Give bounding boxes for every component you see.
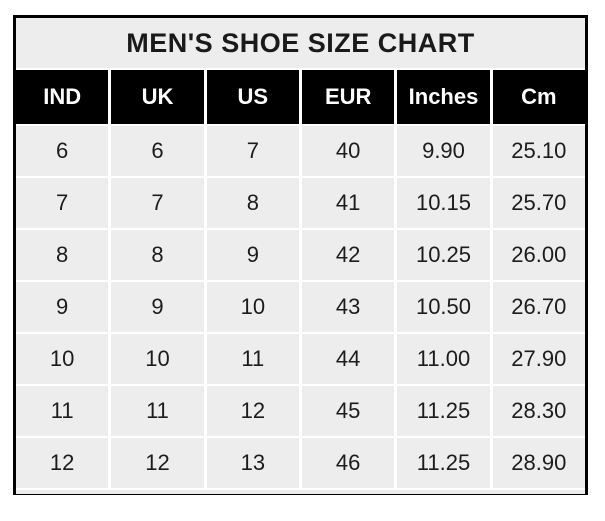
table-cell-r5-ind: 11 <box>16 386 109 436</box>
table-cell-r6-ind: 12 <box>16 438 109 488</box>
table-cell-r1-inches: 10.15 <box>397 178 490 228</box>
table-cell-r3-cm: 26.70 <box>492 282 585 332</box>
table-cell-r1-uk: 7 <box>111 178 204 228</box>
size-table: MEN'S SHOE SIZE CHART IND UK US EUR Inches Cm… <box>16 18 585 494</box>
table-cell-r4-uk: 10 <box>111 334 204 384</box>
table-cell-r1-cm: 25.70 <box>492 178 585 228</box>
table-cell-r4-cm: 27.90 <box>492 334 585 384</box>
table-footer-strip <box>16 490 585 494</box>
table-cell-r1-ind: 7 <box>16 178 109 228</box>
column-header-uk: UK <box>111 70 204 124</box>
chart-title: MEN'S SHOE SIZE CHART <box>16 18 585 68</box>
table-cell-r5-uk: 11 <box>111 386 204 436</box>
table-cell-r6-inches: 11.25 <box>397 438 490 488</box>
table-cell-r6-uk: 12 <box>111 438 204 488</box>
table-cell-r6-cm: 28.90 <box>492 438 585 488</box>
table-cell-r2-ind: 8 <box>16 230 109 280</box>
table-cell-r0-ind: 6 <box>16 126 109 176</box>
table-cell-r4-inches: 11.00 <box>397 334 490 384</box>
column-header-inches: Inches <box>397 70 490 124</box>
table-cell-r6-us: 13 <box>206 438 299 488</box>
table-cell-r5-inches: 11.25 <box>397 386 490 436</box>
table-cell-r2-eur: 42 <box>302 230 395 280</box>
table-cell-r3-ind: 9 <box>16 282 109 332</box>
table-cell-r1-eur: 41 <box>302 178 395 228</box>
table-cell-r3-us: 10 <box>206 282 299 332</box>
table-cell-r4-ind: 10 <box>16 334 109 384</box>
table-cell-r2-inches: 10.25 <box>397 230 490 280</box>
table-cell-r0-cm: 25.10 <box>492 126 585 176</box>
table-cell-r0-eur: 40 <box>302 126 395 176</box>
shoe-size-chart: MEN'S SHOE SIZE CHART IND UK US EUR Inches Cm… <box>13 15 588 495</box>
table-cell-r2-cm: 26.00 <box>492 230 585 280</box>
table-cell-r5-eur: 45 <box>302 386 395 436</box>
table-cell-r3-eur: 43 <box>302 282 395 332</box>
table-cell-r3-inches: 10.50 <box>397 282 490 332</box>
column-header-eur: EUR <box>302 70 395 124</box>
table-cell-r3-uk: 9 <box>111 282 204 332</box>
table-cell-r6-eur: 46 <box>302 438 395 488</box>
column-header-us: US <box>206 70 299 124</box>
column-header-cm: Cm <box>492 70 585 124</box>
table-cell-r0-us: 7 <box>206 126 299 176</box>
table-cell-r5-cm: 28.30 <box>492 386 585 436</box>
table-cell-r2-us: 9 <box>206 230 299 280</box>
column-header-ind: IND <box>16 70 109 124</box>
table-cell-r4-us: 11 <box>206 334 299 384</box>
table-cell-r5-us: 12 <box>206 386 299 436</box>
table-cell-r4-eur: 44 <box>302 334 395 384</box>
table-cell-r0-inches: 9.90 <box>397 126 490 176</box>
table-cell-r0-uk: 6 <box>111 126 204 176</box>
table-cell-r1-us: 8 <box>206 178 299 228</box>
table-cell-r2-uk: 8 <box>111 230 204 280</box>
